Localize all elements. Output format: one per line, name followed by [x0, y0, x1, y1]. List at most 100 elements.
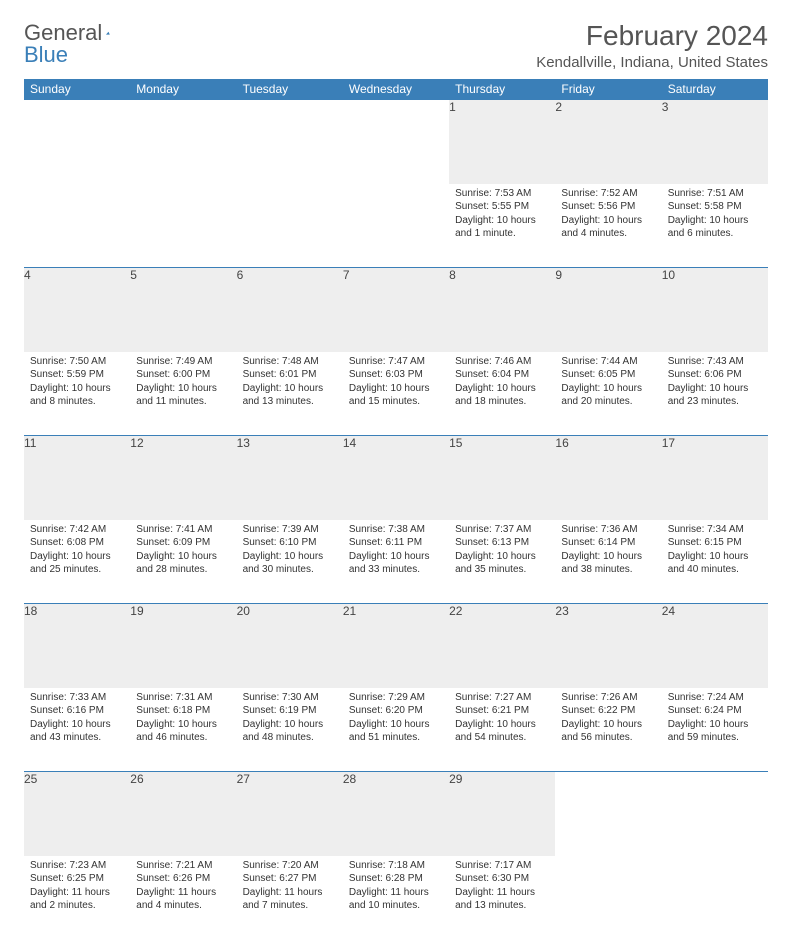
week-number-row: 45678910	[24, 268, 768, 352]
daylight-text: Daylight: 10 hours and 8 minutes.	[30, 382, 124, 409]
day-info: Sunrise: 7:26 AMSunset: 6:22 PMDaylight:…	[555, 688, 661, 751]
empty-day-cell	[130, 184, 236, 268]
sunset-text: Sunset: 6:22 PM	[561, 704, 655, 718]
day-info: Sunrise: 7:38 AMSunset: 6:11 PMDaylight:…	[343, 520, 449, 583]
logo-text-2: Blue	[24, 42, 68, 68]
day-number: 20	[237, 604, 343, 688]
title-block: February 2024 Kendallville, Indiana, Uni…	[536, 20, 768, 71]
sunrise-text: Sunrise: 7:49 AM	[136, 355, 230, 369]
week-number-row: 18192021222324	[24, 604, 768, 688]
day-number: 4	[24, 268, 130, 352]
day-cell: Sunrise: 7:30 AMSunset: 6:19 PMDaylight:…	[237, 688, 343, 772]
day-cell: Sunrise: 7:31 AMSunset: 6:18 PMDaylight:…	[130, 688, 236, 772]
sunset-text: Sunset: 6:09 PM	[136, 536, 230, 550]
sunset-text: Sunset: 5:56 PM	[561, 200, 655, 214]
sunrise-text: Sunrise: 7:51 AM	[668, 187, 762, 201]
daylight-text: Daylight: 10 hours and 25 minutes.	[30, 550, 124, 577]
month-title: February 2024	[536, 20, 768, 52]
empty-day-number	[24, 100, 130, 184]
sunrise-text: Sunrise: 7:39 AM	[243, 523, 337, 537]
location: Kendallville, Indiana, United States	[536, 54, 768, 71]
day-cell: Sunrise: 7:36 AMSunset: 6:14 PMDaylight:…	[555, 520, 661, 604]
day-number: 9	[555, 268, 661, 352]
daylight-text: Daylight: 10 hours and 35 minutes.	[455, 550, 549, 577]
sunrise-text: Sunrise: 7:17 AM	[455, 859, 549, 873]
sunset-text: Sunset: 6:08 PM	[30, 536, 124, 550]
day-info: Sunrise: 7:51 AMSunset: 5:58 PMDaylight:…	[662, 184, 768, 247]
day-number: 12	[130, 436, 236, 520]
day-number: 29	[449, 772, 555, 856]
sunrise-text: Sunrise: 7:43 AM	[668, 355, 762, 369]
day-number: 25	[24, 772, 130, 856]
day-cell: Sunrise: 7:43 AMSunset: 6:06 PMDaylight:…	[662, 352, 768, 436]
week-info-row: Sunrise: 7:53 AMSunset: 5:55 PMDaylight:…	[24, 184, 768, 268]
day-info: Sunrise: 7:44 AMSunset: 6:05 PMDaylight:…	[555, 352, 661, 415]
daylight-text: Daylight: 11 hours and 13 minutes.	[455, 886, 549, 913]
sunrise-text: Sunrise: 7:46 AM	[455, 355, 549, 369]
day-info: Sunrise: 7:46 AMSunset: 6:04 PMDaylight:…	[449, 352, 555, 415]
day-number: 3	[662, 100, 768, 184]
sunset-text: Sunset: 6:14 PM	[561, 536, 655, 550]
sunrise-text: Sunrise: 7:27 AM	[455, 691, 549, 705]
sunset-text: Sunset: 6:24 PM	[668, 704, 762, 718]
daylight-text: Daylight: 10 hours and 30 minutes.	[243, 550, 337, 577]
sunset-text: Sunset: 6:26 PM	[136, 872, 230, 886]
day-info: Sunrise: 7:36 AMSunset: 6:14 PMDaylight:…	[555, 520, 661, 583]
daylight-text: Daylight: 10 hours and 23 minutes.	[668, 382, 762, 409]
day-info: Sunrise: 7:48 AMSunset: 6:01 PMDaylight:…	[237, 352, 343, 415]
day-cell: Sunrise: 7:17 AMSunset: 6:30 PMDaylight:…	[449, 856, 555, 940]
day-number: 8	[449, 268, 555, 352]
empty-day-cell	[24, 184, 130, 268]
sunset-text: Sunset: 6:05 PM	[561, 368, 655, 382]
sunset-text: Sunset: 6:06 PM	[668, 368, 762, 382]
day-info: Sunrise: 7:20 AMSunset: 6:27 PMDaylight:…	[237, 856, 343, 919]
day-header: Tuesday	[237, 79, 343, 100]
daylight-text: Daylight: 11 hours and 2 minutes.	[30, 886, 124, 913]
sunset-text: Sunset: 6:13 PM	[455, 536, 549, 550]
day-header: Saturday	[662, 79, 768, 100]
day-cell: Sunrise: 7:41 AMSunset: 6:09 PMDaylight:…	[130, 520, 236, 604]
day-header: Wednesday	[343, 79, 449, 100]
day-number: 13	[237, 436, 343, 520]
sunset-text: Sunset: 5:55 PM	[455, 200, 549, 214]
week-number-row: 2526272829	[24, 772, 768, 856]
sunrise-text: Sunrise: 7:48 AM	[243, 355, 337, 369]
day-cell: Sunrise: 7:38 AMSunset: 6:11 PMDaylight:…	[343, 520, 449, 604]
daylight-text: Daylight: 10 hours and 11 minutes.	[136, 382, 230, 409]
day-number: 15	[449, 436, 555, 520]
day-cell: Sunrise: 7:42 AMSunset: 6:08 PMDaylight:…	[24, 520, 130, 604]
day-info: Sunrise: 7:24 AMSunset: 6:24 PMDaylight:…	[662, 688, 768, 751]
day-cell: Sunrise: 7:49 AMSunset: 6:00 PMDaylight:…	[130, 352, 236, 436]
day-cell: Sunrise: 7:27 AMSunset: 6:21 PMDaylight:…	[449, 688, 555, 772]
day-header: Monday	[130, 79, 236, 100]
week-number-row: 11121314151617	[24, 436, 768, 520]
day-info: Sunrise: 7:42 AMSunset: 6:08 PMDaylight:…	[24, 520, 130, 583]
day-cell: Sunrise: 7:33 AMSunset: 6:16 PMDaylight:…	[24, 688, 130, 772]
sunrise-text: Sunrise: 7:20 AM	[243, 859, 337, 873]
sunrise-text: Sunrise: 7:50 AM	[30, 355, 124, 369]
day-cell: Sunrise: 7:21 AMSunset: 6:26 PMDaylight:…	[130, 856, 236, 940]
day-cell: Sunrise: 7:46 AMSunset: 6:04 PMDaylight:…	[449, 352, 555, 436]
week-info-row: Sunrise: 7:23 AMSunset: 6:25 PMDaylight:…	[24, 856, 768, 940]
day-header-row: SundayMondayTuesdayWednesdayThursdayFrid…	[24, 79, 768, 100]
day-cell: Sunrise: 7:50 AMSunset: 5:59 PMDaylight:…	[24, 352, 130, 436]
sunrise-text: Sunrise: 7:36 AM	[561, 523, 655, 537]
day-info: Sunrise: 7:47 AMSunset: 6:03 PMDaylight:…	[343, 352, 449, 415]
sunrise-text: Sunrise: 7:42 AM	[30, 523, 124, 537]
day-info: Sunrise: 7:52 AMSunset: 5:56 PMDaylight:…	[555, 184, 661, 247]
daylight-text: Daylight: 11 hours and 7 minutes.	[243, 886, 337, 913]
day-info: Sunrise: 7:53 AMSunset: 5:55 PMDaylight:…	[449, 184, 555, 247]
day-info: Sunrise: 7:17 AMSunset: 6:30 PMDaylight:…	[449, 856, 555, 919]
day-cell: Sunrise: 7:29 AMSunset: 6:20 PMDaylight:…	[343, 688, 449, 772]
daylight-text: Daylight: 10 hours and 40 minutes.	[668, 550, 762, 577]
sunset-text: Sunset: 6:10 PM	[243, 536, 337, 550]
daylight-text: Daylight: 10 hours and 13 minutes.	[243, 382, 337, 409]
day-info: Sunrise: 7:33 AMSunset: 6:16 PMDaylight:…	[24, 688, 130, 751]
week-info-row: Sunrise: 7:42 AMSunset: 6:08 PMDaylight:…	[24, 520, 768, 604]
daylight-text: Daylight: 10 hours and 46 minutes.	[136, 718, 230, 745]
sunrise-text: Sunrise: 7:26 AM	[561, 691, 655, 705]
day-number: 7	[343, 268, 449, 352]
sunset-text: Sunset: 6:28 PM	[349, 872, 443, 886]
sunset-text: Sunset: 6:25 PM	[30, 872, 124, 886]
sunrise-text: Sunrise: 7:47 AM	[349, 355, 443, 369]
